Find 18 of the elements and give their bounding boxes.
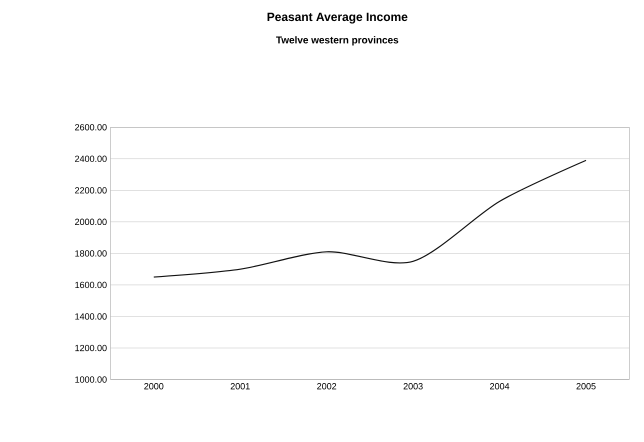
y-tick-label: 2400.00 [75, 156, 107, 162]
chart-title: Peasant Average Income [268, 12, 408, 24]
line-series [153, 160, 587, 278]
y-tick-label: 1400.00 [75, 313, 107, 320]
y-tick-label: 1000.00 [75, 376, 107, 383]
x-tick-label: 2003 [404, 383, 423, 390]
x-tick-label: 2004 [490, 383, 510, 390]
y-tick-label: 1200.00 [75, 344, 107, 352]
chart-subtitle: Twelve western provinces [276, 36, 398, 46]
y-tick-label: 1800.00 [75, 250, 107, 257]
x-tick-label: 2002 [317, 383, 336, 390]
y-tick-label: 2200.00 [75, 187, 107, 194]
x-tick-label: 2000 [144, 383, 164, 390]
y-tick-label: 2600.00 [75, 124, 107, 130]
y-tick-label: 1600.00 [75, 282, 107, 288]
x-tick-label: 2001 [230, 383, 250, 390]
y-tick-label: 2000.00 [75, 218, 107, 226]
x-tick-label: 2005 [576, 383, 596, 390]
